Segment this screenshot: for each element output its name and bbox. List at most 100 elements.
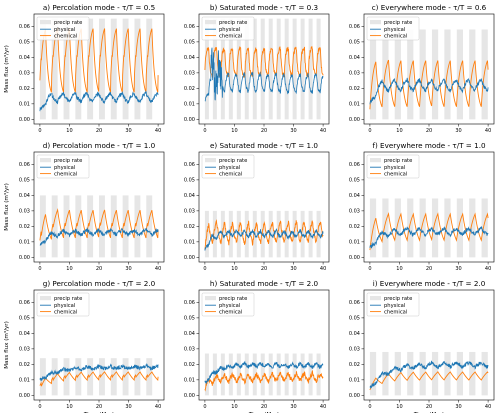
chemical-line: [369, 371, 489, 391]
y-tick-label: 0.05: [19, 178, 30, 184]
y-tick-label: 0.01: [184, 240, 195, 246]
y-axis-label: Mass flux (m³/yr): [3, 45, 10, 93]
precip-bar-7: [456, 351, 463, 396]
precip-bar-4: [87, 358, 94, 396]
precip-bar-5: [431, 29, 439, 120]
legend-precip-label: precip rate: [54, 20, 82, 26]
x-tick-label: 40: [485, 404, 491, 410]
y-tick-label: 0.06: [184, 162, 195, 168]
plot-area: [369, 351, 489, 396]
y-tick-label: 0.06: [19, 24, 30, 30]
x-tick-label: 20: [96, 128, 102, 134]
physical-line: [39, 90, 159, 112]
physical-line: [39, 226, 159, 246]
precip-bar-12: [300, 210, 305, 258]
x-tick-label: 0: [368, 128, 371, 134]
physical-line: [204, 228, 324, 251]
x-tick-label: 0: [38, 404, 41, 410]
legend-physical-label: physical: [219, 165, 240, 171]
y-tick-label: 0.01: [349, 378, 360, 384]
precip-bar-1: [212, 210, 217, 258]
legend-precip-label: precip rate: [54, 296, 82, 302]
precip-bar-0: [39, 18, 46, 120]
y-tick-label: 0.01: [19, 102, 30, 108]
physical-line: [369, 77, 489, 105]
panel-title: f) Everywhere mode - τ/T = 1.0: [372, 141, 486, 150]
precip-bar-8: [268, 353, 273, 396]
x-tick-label: 20: [261, 404, 267, 410]
x-tick-label: 30: [455, 404, 461, 410]
precip-bar-7: [456, 198, 463, 258]
y-tick-label: 0.01: [19, 378, 30, 384]
panel-a: 0 10 20 30 40 0.00 0.01 0.02 0.03 0.04 0.05 0.06 a) …: [3, 3, 165, 134]
x-tick-label: 0: [368, 404, 371, 410]
y-tick-label: 0.02: [19, 224, 30, 230]
panel-h: 0 10 20 30 40 0.00 0.01 0.02 0.03 0.04 0.05 0.06 h) …: [184, 279, 330, 413]
x-tick-label: 40: [485, 128, 491, 134]
y-tick-label: 0.06: [184, 24, 195, 30]
precip-bar-9: [276, 18, 281, 120]
y-tick-label: 0.01: [184, 102, 195, 108]
x-tick-label: 20: [426, 266, 432, 272]
x-tick-label: 40: [320, 404, 326, 410]
y-tick-label: 0.05: [349, 316, 360, 322]
y-tick-label: 0.03: [349, 347, 360, 353]
plot-area: [369, 198, 489, 258]
x-tick-label: 30: [290, 266, 296, 272]
y-tick-label: 0.03: [184, 71, 195, 77]
x-tick-label: 0: [203, 266, 206, 272]
legend-precip-swatch: [40, 296, 51, 301]
plot-area: [39, 358, 159, 396]
x-tick-label: 10: [231, 404, 237, 410]
y-tick-label: 0.05: [349, 40, 360, 46]
y-axis-label: Mass flux (m³/yr): [3, 321, 10, 369]
legend-precip-swatch: [370, 20, 381, 25]
y-tick-label: 0.04: [19, 55, 30, 61]
x-tick-label: 10: [396, 404, 402, 410]
x-tick-label: 30: [455, 266, 461, 272]
physical-line: [204, 360, 324, 385]
x-tick-label: 30: [125, 266, 131, 272]
precip-bar-0: [369, 351, 377, 396]
precip-bar-6: [252, 353, 257, 396]
precip-bar-6: [444, 351, 451, 396]
precip-bar-4: [236, 353, 241, 396]
panel-f: 0 10 20 30 40 0.00 0.01 0.02 0.03 0.04 0.05 0.06 f) …: [349, 141, 495, 272]
legend-physical-label: physical: [54, 27, 75, 33]
precip-bar-8: [268, 18, 273, 120]
x-tick-label: 20: [426, 404, 432, 410]
precip-bar-5: [244, 353, 249, 396]
y-tick-label: 0.01: [349, 240, 360, 246]
y-tick-label: 0.06: [349, 24, 360, 30]
y-tick-label: 0.03: [184, 347, 195, 353]
y-tick-label: 0.00: [19, 393, 30, 399]
precip-bar-5: [431, 198, 439, 258]
physical-line: [369, 360, 489, 389]
precip-bar-14: [316, 18, 321, 120]
precip-bar-5: [99, 195, 105, 258]
legend-precip-swatch: [205, 296, 216, 301]
y-tick-label: 0.06: [349, 162, 360, 168]
y-tick-label: 0.05: [184, 40, 195, 46]
x-tick-label: 40: [155, 266, 161, 272]
precip-bar-9: [481, 198, 488, 258]
precip-bar-7: [122, 18, 129, 120]
legend-chemical-label: chemical: [219, 34, 242, 40]
panel-title: h) Saturated mode - τ/T = 2.0: [210, 279, 319, 288]
legend-physical-label: physical: [219, 27, 240, 33]
x-tick-label: 10: [396, 266, 402, 272]
legend-precip-swatch: [40, 158, 51, 163]
x-tick-label: 0: [203, 404, 206, 410]
precip-bar-2: [63, 195, 70, 258]
y-tick-label: 0.02: [184, 362, 195, 368]
chemical-line: [369, 59, 489, 110]
precip-bar-5: [244, 18, 249, 120]
y-tick-label: 0.03: [19, 347, 30, 353]
y-tick-label: 0.04: [184, 193, 195, 199]
plot-area: [369, 29, 489, 120]
plot-area: [39, 195, 159, 258]
chemical-line: [39, 27, 159, 93]
